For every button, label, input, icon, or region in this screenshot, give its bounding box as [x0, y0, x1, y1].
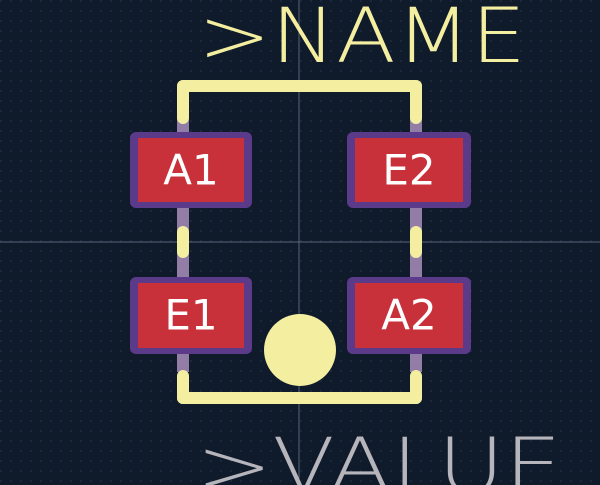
pad-a1[interactable]: A1 — [130, 132, 252, 208]
pad-a2[interactable]: A2 — [347, 277, 471, 354]
name-field-text[interactable]: >NAME — [198, 0, 526, 80]
pad-e2[interactable]: E2 — [347, 132, 471, 208]
pin1-marker-dot — [264, 314, 336, 386]
silkscreen-outline — [177, 80, 422, 404]
pad-label-a1: A1 — [163, 146, 218, 195]
pad-e1[interactable]: E1 — [130, 277, 252, 354]
pad-label-e2: E2 — [382, 146, 435, 195]
pad-label-e1: E1 — [164, 291, 217, 340]
pad-label-a2: A2 — [381, 291, 436, 340]
value-field-text[interactable]: >VALUE — [196, 421, 562, 485]
